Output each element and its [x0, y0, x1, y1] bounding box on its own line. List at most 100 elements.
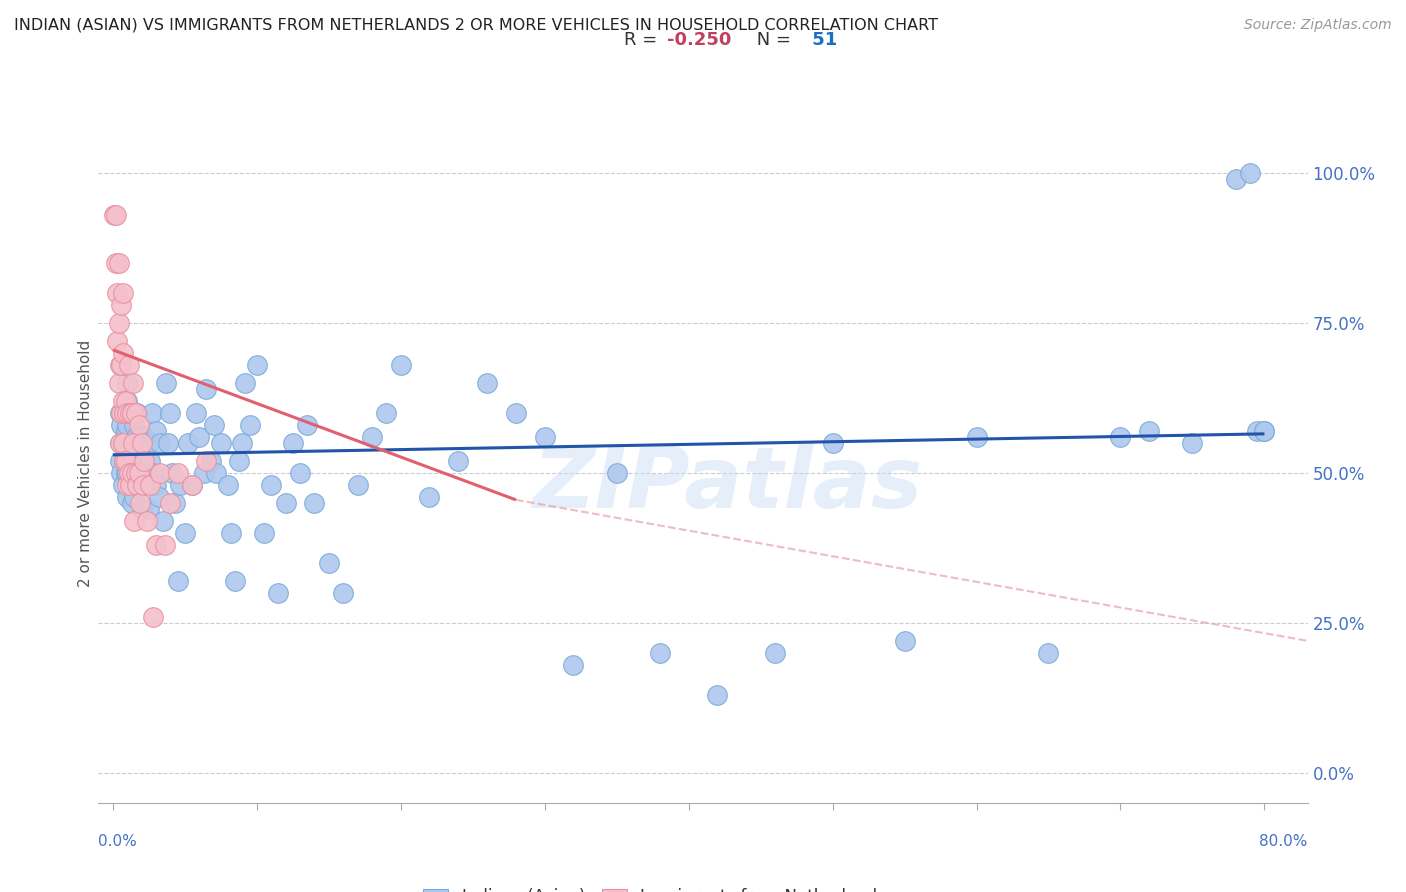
Point: [253, 525, 276, 540]
Point: [166, 574, 188, 588]
Point: [145, 478, 167, 492]
Point: [121, 406, 143, 420]
Point: [562, 657, 585, 672]
Point: [155, 376, 177, 390]
Point: [231, 435, 253, 450]
Point: [108, 358, 131, 372]
Point: [233, 376, 256, 390]
Point: [111, 393, 134, 408]
Point: [1246, 424, 1268, 438]
Point: [111, 435, 134, 450]
Legend: Indians (Asian), Immigrants from Netherlands: Indians (Asian), Immigrants from Netherl…: [416, 882, 893, 892]
Point: [132, 478, 155, 492]
Point: [200, 454, 222, 468]
Point: [205, 466, 228, 480]
Point: [121, 496, 143, 510]
Point: [966, 430, 988, 444]
Point: [267, 586, 290, 600]
Point: [104, 208, 127, 222]
Point: [110, 417, 132, 432]
Point: [110, 358, 132, 372]
Point: [145, 424, 167, 438]
Text: INDIAN (ASIAN) VS IMMIGRANTS FROM NETHERLANDS 2 OR MORE VEHICLES IN HOUSEHOLD CO: INDIAN (ASIAN) VS IMMIGRANTS FROM NETHER…: [14, 18, 938, 33]
Text: R =: R =: [624, 0, 664, 2]
Point: [127, 478, 149, 492]
Point: [1253, 424, 1275, 438]
Point: [114, 424, 136, 438]
Point: [103, 208, 125, 222]
Point: [120, 478, 142, 492]
Point: [475, 376, 498, 390]
Point: [107, 376, 129, 390]
Point: [159, 496, 181, 510]
Point: [121, 454, 143, 468]
Text: 51: 51: [806, 31, 837, 49]
Point: [706, 688, 728, 702]
Point: [136, 466, 159, 480]
Point: [105, 334, 128, 348]
Point: [118, 466, 141, 480]
Point: [209, 435, 232, 450]
Text: N =: N =: [751, 0, 797, 2]
Point: [115, 417, 138, 432]
Point: [134, 478, 156, 492]
Point: [239, 417, 262, 432]
Point: [115, 376, 138, 390]
Point: [160, 466, 183, 480]
Point: [142, 610, 165, 624]
Text: 0.0%: 0.0%: [98, 834, 138, 849]
Point: [115, 442, 138, 456]
Point: [152, 514, 174, 528]
Point: [1239, 166, 1261, 180]
Point: [139, 478, 162, 492]
Point: [149, 466, 172, 480]
Point: [122, 478, 145, 492]
Point: [114, 454, 136, 468]
Point: [125, 406, 148, 420]
Point: [176, 435, 198, 450]
Point: [114, 466, 136, 480]
Point: [304, 496, 326, 510]
Point: [217, 478, 239, 492]
Point: [115, 466, 138, 480]
Point: [127, 406, 149, 420]
Point: [288, 466, 311, 480]
Point: [122, 376, 145, 390]
Point: [104, 256, 127, 270]
Point: [108, 454, 131, 468]
Point: [153, 538, 176, 552]
Point: [122, 442, 145, 456]
Point: [114, 393, 136, 408]
Point: [281, 435, 304, 450]
Point: [166, 466, 188, 480]
Point: [375, 406, 398, 420]
Point: [122, 406, 145, 420]
Point: [136, 514, 159, 528]
Point: [112, 406, 135, 420]
Point: [1225, 172, 1247, 186]
Point: [112, 454, 135, 468]
Point: [173, 525, 195, 540]
Point: [110, 298, 132, 312]
Point: [893, 633, 915, 648]
Point: [389, 358, 412, 372]
Point: [193, 466, 215, 480]
Point: [332, 586, 354, 600]
Point: [138, 435, 160, 450]
Point: [115, 490, 138, 504]
Y-axis label: 2 or more Vehicles in Household: 2 or more Vehicles in Household: [77, 340, 93, 588]
Point: [129, 430, 152, 444]
Point: [318, 556, 340, 570]
Point: [1253, 424, 1275, 438]
Point: [125, 466, 148, 480]
Point: [447, 454, 470, 468]
Point: [224, 574, 246, 588]
Point: [107, 256, 129, 270]
Point: [124, 514, 146, 528]
Point: [111, 435, 134, 450]
Point: [115, 406, 138, 420]
Point: [186, 406, 208, 420]
Point: [149, 435, 172, 450]
Point: [131, 454, 153, 468]
Point: [648, 646, 671, 660]
